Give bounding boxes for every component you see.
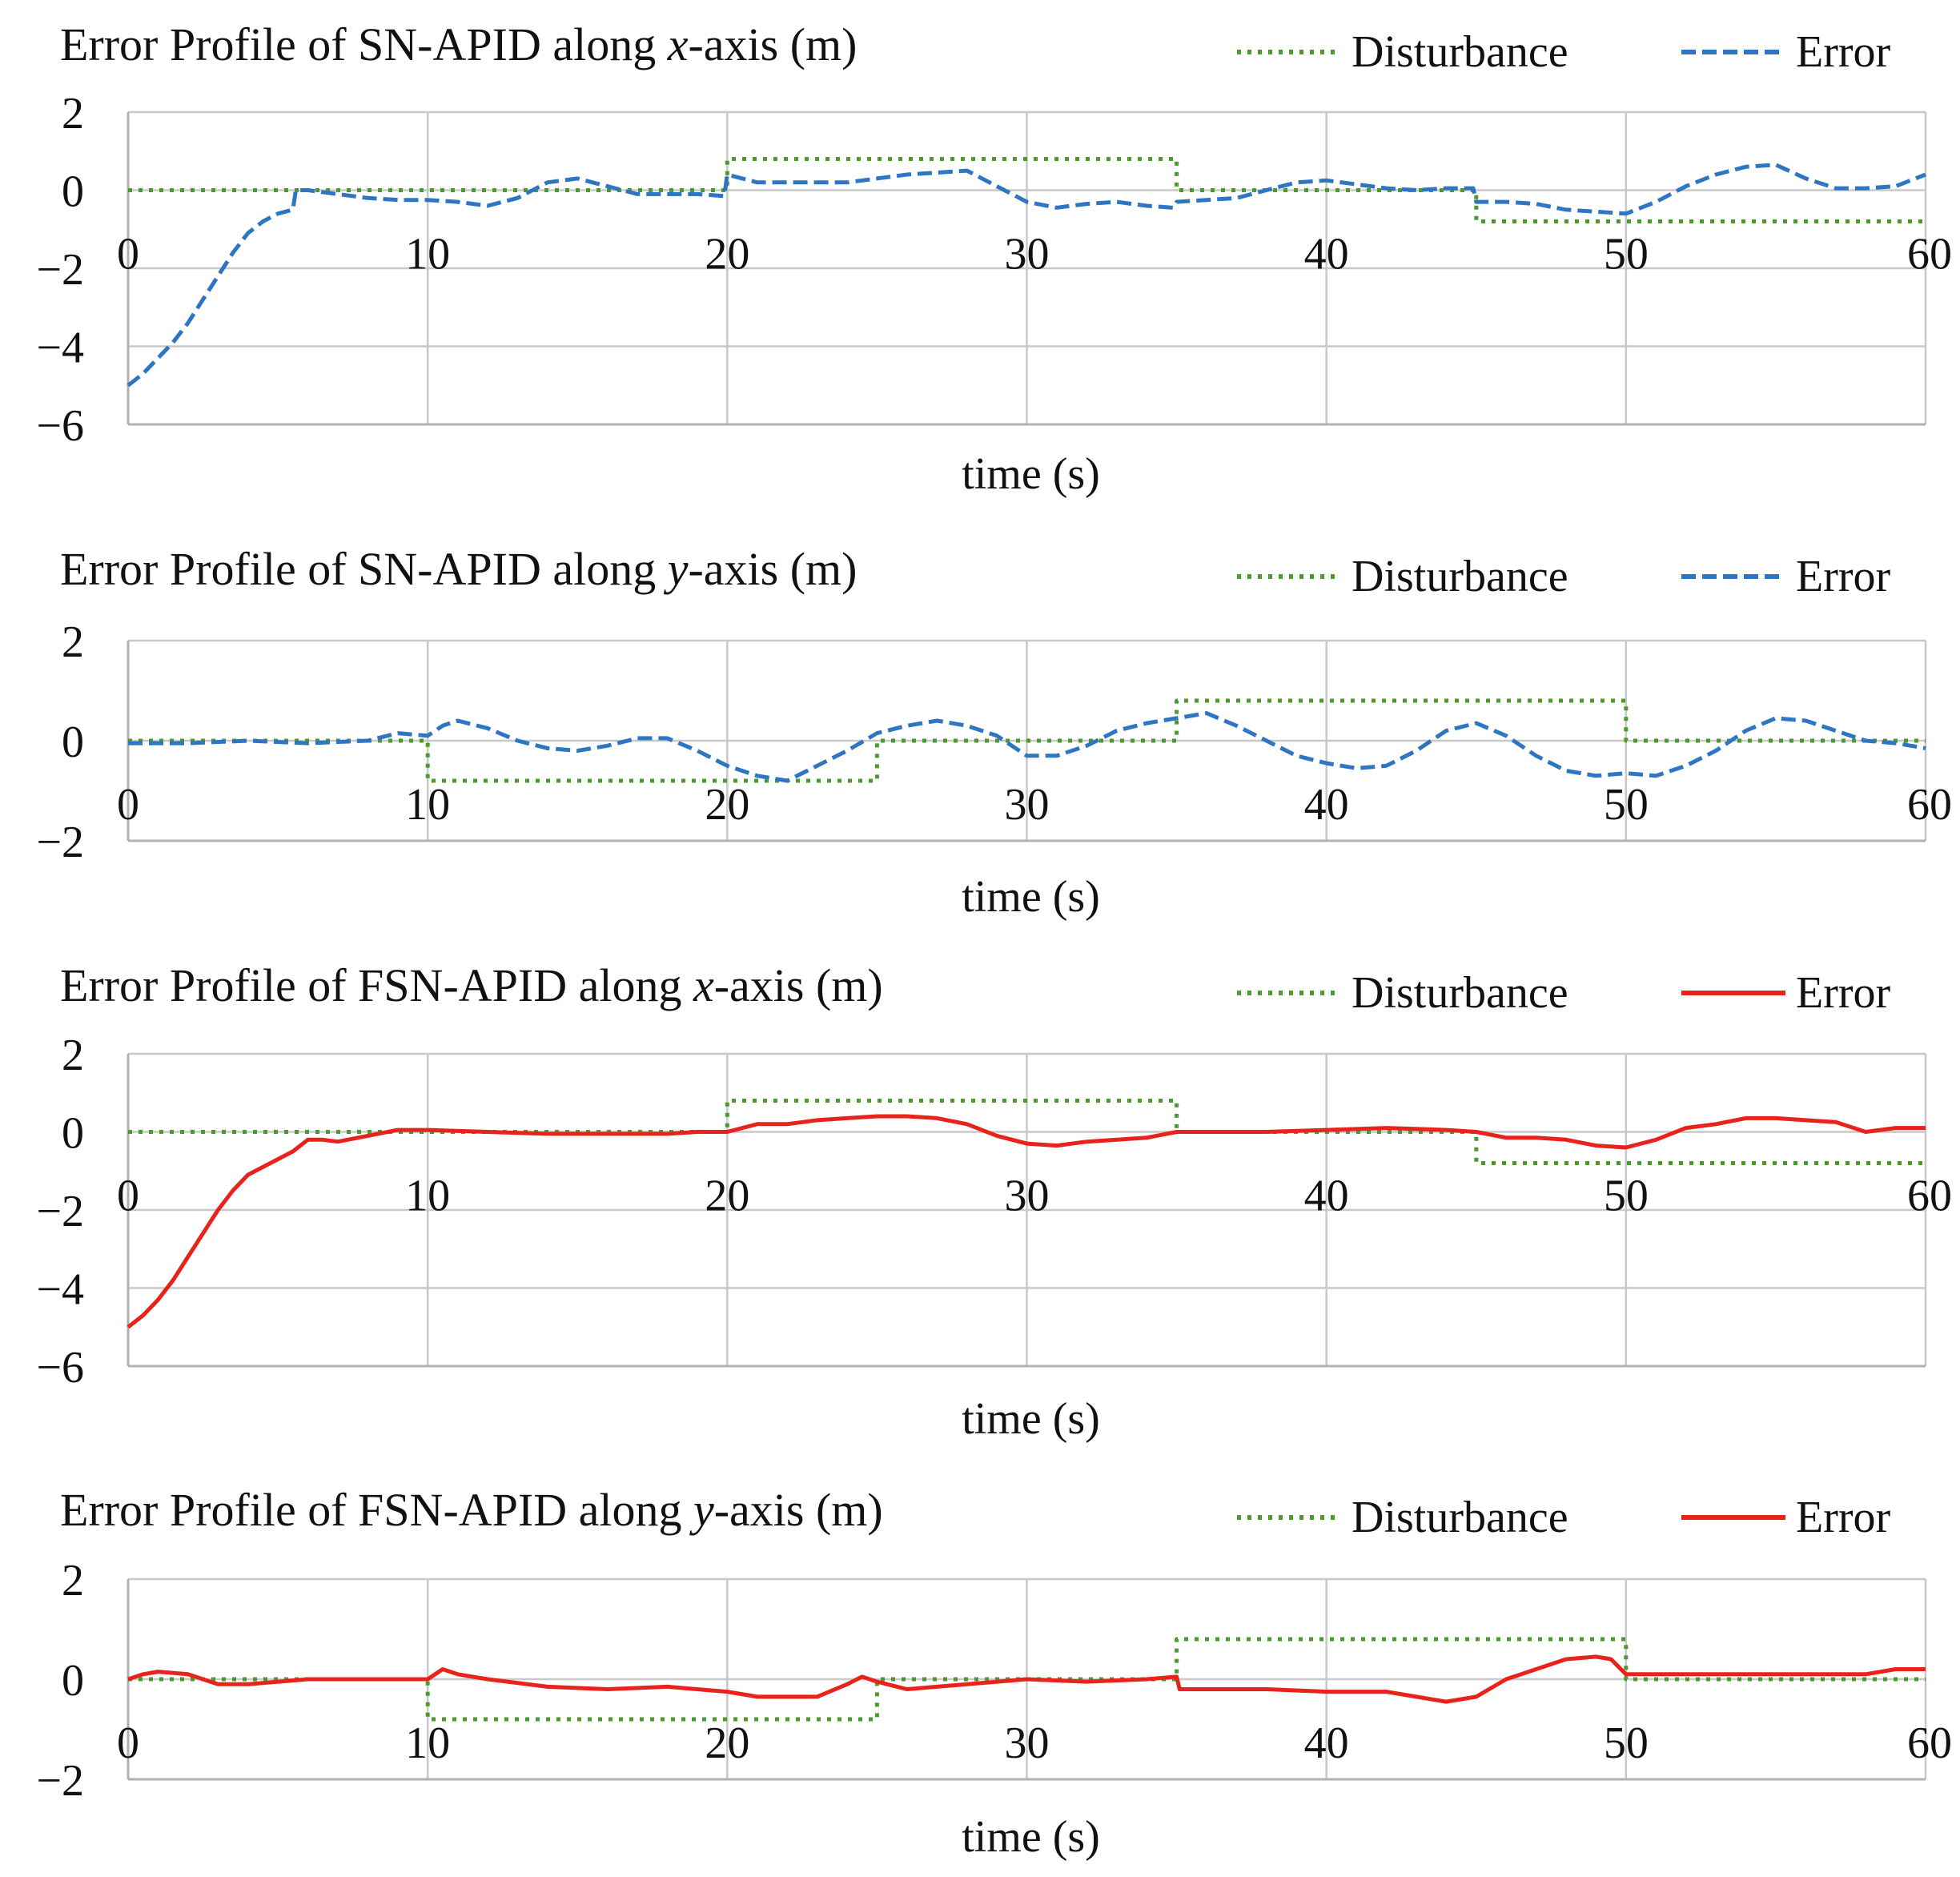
series-line-error <box>127 1114 1926 1329</box>
legend-label: Error <box>1796 1493 1891 1542</box>
y-tick-label: 2 <box>62 1556 84 1606</box>
x-tick-label: 50 <box>1604 1172 1649 1221</box>
x-tick-label: 30 <box>1005 780 1050 830</box>
y-tick-label: 0 <box>62 1109 84 1159</box>
chart-title-suffix: -axis (m) <box>688 543 857 595</box>
x-tick-label: 0 <box>117 1172 139 1221</box>
x-tick-label: 0 <box>117 230 139 279</box>
y-tick-label: 0 <box>62 167 84 217</box>
x-tick-label: 10 <box>405 780 450 830</box>
x-tick-label: 40 <box>1304 1718 1349 1768</box>
x-tick-label: 60 <box>1907 230 1952 279</box>
legend: Disturbance Error <box>1237 552 1891 601</box>
chart-title-suffix: -axis (m) <box>714 959 883 1011</box>
legend-item-disturbance: Disturbance <box>1237 552 1568 601</box>
legend-label: Disturbance <box>1352 552 1568 601</box>
chart-panel-fsn-apid-x: Error Profile of FSN-APID along x-axis (… <box>36 959 1952 1444</box>
y-tick-label: −2 <box>36 1187 84 1236</box>
legend-item-disturbance: Disturbance <box>1237 1493 1568 1542</box>
chart-title-prefix: Error Profile of SN-APID along <box>60 18 668 70</box>
chart-title-axis-var: x <box>693 959 714 1011</box>
y-tick-label: −2 <box>36 1756 84 1806</box>
series-line-error <box>127 1654 1926 1704</box>
x-tick-label: 30 <box>1005 1718 1050 1768</box>
legend-item-error: Error <box>1681 27 1891 77</box>
y-tick-label: 2 <box>62 89 84 139</box>
legend-label: Disturbance <box>1352 27 1568 77</box>
x-tick-label: 60 <box>1907 1718 1952 1768</box>
y-tick-label: −2 <box>36 818 84 867</box>
y-tick-label: −2 <box>36 245 84 295</box>
chart-panel-fsn-apid-y: Error Profile of FSN-APID along y-axis (… <box>36 1484 1952 1862</box>
x-tick-label: 60 <box>1907 1172 1952 1221</box>
x-tick-label: 60 <box>1907 780 1952 830</box>
x-tick-label: 20 <box>705 230 749 279</box>
x-tick-label: 50 <box>1604 230 1649 279</box>
x-tick-label: 40 <box>1304 1172 1349 1221</box>
legend-label: Error <box>1796 27 1891 77</box>
x-tick-label: 20 <box>705 780 749 830</box>
chart-title: Error Profile of FSN-APID along x-axis (… <box>60 959 883 1011</box>
y-tick-label: −6 <box>36 401 84 451</box>
series-line-disturbance <box>128 698 1926 783</box>
x-tick-label: 10 <box>405 1172 450 1221</box>
legend-item-disturbance: Disturbance <box>1237 27 1568 77</box>
chart-title-axis-var: y <box>689 1484 714 1536</box>
x-tick-label: 40 <box>1304 230 1349 279</box>
legend-item-disturbance: Disturbance <box>1237 968 1568 1018</box>
chart-title: Error Profile of SN-APID along y-axis (m… <box>60 543 857 595</box>
x-tick-label: 50 <box>1604 1718 1649 1768</box>
gridlines <box>128 111 1927 424</box>
y-tick-label: −4 <box>36 324 84 373</box>
chart-panel-sn-apid-x: Error Profile of SN-APID along x-axis (m… <box>36 18 1952 499</box>
chart-title-prefix: Error Profile of SN-APID along <box>60 543 668 595</box>
y-tick-label: 2 <box>62 617 84 667</box>
legend: Disturbance Error <box>1237 968 1891 1018</box>
x-tick-label: 30 <box>1005 230 1050 279</box>
chart-title-prefix: Error Profile of FSN-APID along <box>60 959 693 1011</box>
x-tick-label: 0 <box>117 780 139 830</box>
chart-title-suffix: -axis (m) <box>714 1484 883 1536</box>
x-axis-label: time (s) <box>962 1394 1100 1444</box>
legend-item-error: Error <box>1681 968 1891 1018</box>
x-axis-label: time (s) <box>962 449 1100 499</box>
legend-label: Error <box>1796 968 1891 1018</box>
x-tick-label: 10 <box>405 1718 450 1768</box>
y-tick-label: 0 <box>62 1656 84 1706</box>
x-tick-label: 30 <box>1005 1172 1050 1221</box>
legend-label: Error <box>1796 552 1891 601</box>
legend-item-error: Error <box>1681 552 1891 601</box>
legend-label: Disturbance <box>1352 1493 1568 1542</box>
x-tick-label: 50 <box>1604 780 1649 830</box>
chart-panel-sn-apid-y: Error Profile of SN-APID along y-axis (m… <box>36 543 1952 922</box>
legend-label: Disturbance <box>1352 968 1568 1018</box>
y-tick-label: −6 <box>36 1343 84 1393</box>
series-line-error <box>127 163 1926 388</box>
legend-item-error: Error <box>1681 1493 1891 1542</box>
x-axis-label: time (s) <box>962 872 1100 922</box>
chart-title-axis-var: y <box>664 543 689 595</box>
chart-title-prefix: Error Profile of FSN-APID along <box>60 1484 693 1536</box>
chart-title: Error Profile of FSN-APID along y-axis (… <box>60 1484 883 1536</box>
x-tick-label: 40 <box>1304 780 1349 830</box>
y-tick-label: 0 <box>62 717 84 767</box>
x-tick-label: 0 <box>117 1718 139 1768</box>
x-tick-label: 20 <box>705 1172 749 1221</box>
series-line-error <box>128 711 1926 783</box>
chart-title: Error Profile of SN-APID along x-axis (m… <box>60 18 857 70</box>
x-tick-label: 20 <box>705 1718 749 1768</box>
chart-title-suffix: -axis (m) <box>688 18 857 70</box>
x-tick-label: 10 <box>405 230 450 279</box>
y-tick-label: −4 <box>36 1265 84 1315</box>
legend: Disturbance Error <box>1237 27 1891 77</box>
series-line-disturbance <box>128 1099 1926 1165</box>
x-axis-label: time (s) <box>962 1812 1100 1862</box>
chart-title-axis-var: x <box>667 18 689 70</box>
legend: Disturbance Error <box>1237 1493 1891 1542</box>
y-tick-label: 2 <box>62 1031 84 1080</box>
